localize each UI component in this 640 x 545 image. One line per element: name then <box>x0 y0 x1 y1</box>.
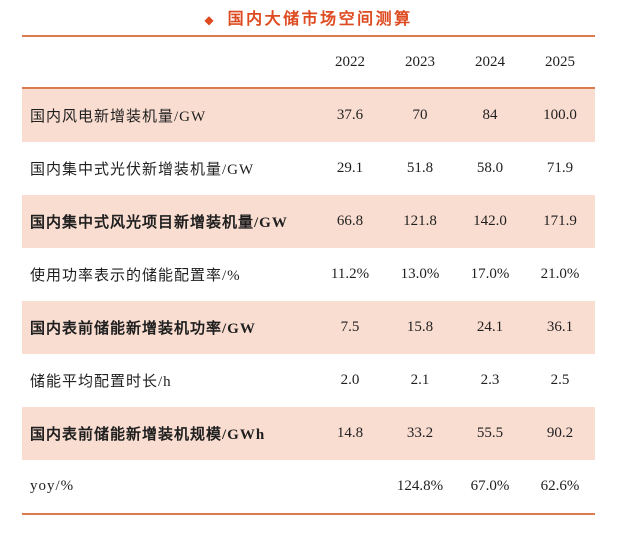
table-row: 国内集中式光伏新增装机量/GW 29.1 51.8 58.0 71.9 <box>22 142 595 195</box>
header-year-2024: 2024 <box>455 36 525 89</box>
row-label: 国内集中式风光项目新增装机量/GW <box>22 195 315 248</box>
row-label: 国内风电新增装机量/GW <box>22 88 315 142</box>
cell-value: 2.3 <box>480 372 500 388</box>
table-row: 使用功率表示的储能配置率/% 11.2% 13.0% 17.0% 21.0% <box>22 248 595 301</box>
table-row: 国内集中式风光项目新增装机量/GW 66.8 121.8 142.0 171.9 <box>22 195 595 248</box>
table-row: 储能平均配置时长/h 2.0 2.1 2.3 2.5 <box>22 354 595 407</box>
cell-value: 14.8 <box>315 407 385 460</box>
table-row: 国内表前储能新增装机规模/GWh 14.8 33.2 55.5 90.2 <box>22 407 595 460</box>
diamond-bullet-icon: ◆ <box>204 12 214 27</box>
cell-value: 11.2% <box>330 266 370 282</box>
cell-value: 124.8% <box>396 478 444 494</box>
cell-value: 21.0% <box>540 266 580 282</box>
report-table-section: ◆ 国内大储市场空间测算 2022 2023 2024 2025 国内风电新增装… <box>22 0 595 515</box>
cell-value: 29.1 <box>336 160 364 176</box>
row-label: 国内表前储能新增装机功率/GW <box>22 301 315 354</box>
header-year-2022: 2022 <box>315 36 385 89</box>
cell-value: 100.0 <box>525 88 595 142</box>
cell-value: 33.2 <box>385 407 455 460</box>
cell-value: 2.5 <box>550 372 570 388</box>
table-row: 国内风电新增装机量/GW 37.6 70 84 100.0 <box>22 88 595 142</box>
row-label: 国内集中式光伏新增装机量/GW <box>30 162 255 178</box>
cell-value: 7.5 <box>315 301 385 354</box>
header-empty-cell <box>22 36 315 89</box>
header-year-2025: 2025 <box>525 36 595 89</box>
row-label: 使用功率表示的储能配置率/% <box>30 268 241 284</box>
cell-value: 15.8 <box>385 301 455 354</box>
row-label: yoy/% <box>30 478 75 494</box>
header-year-2023: 2023 <box>385 36 455 89</box>
section-title-text: 国内大储市场空间测算 <box>227 10 413 28</box>
cell-value: 2.0 <box>340 372 360 388</box>
market-sizing-table: 2022 2023 2024 2025 国内风电新增装机量/GW 37.6 70… <box>22 35 595 515</box>
cell-value: 70 <box>385 88 455 142</box>
cell-value: 142.0 <box>455 195 525 248</box>
row-label: 储能平均配置时长/h <box>30 374 172 390</box>
cell-value: 84 <box>455 88 525 142</box>
cell-value <box>315 460 385 514</box>
cell-value: 58.0 <box>476 160 504 176</box>
cell-value: 17.0% <box>470 266 510 282</box>
cell-value: 55.5 <box>455 407 525 460</box>
cell-value: 62.6% <box>540 478 580 494</box>
cell-value: 90.2 <box>525 407 595 460</box>
cell-value: 51.8 <box>406 160 434 176</box>
section-title: ◆ 国内大储市场空间测算 <box>22 0 595 35</box>
table-row: yoy/% 124.8% 67.0% 62.6% <box>22 460 595 514</box>
cell-value: 37.6 <box>315 88 385 142</box>
cell-value: 121.8 <box>385 195 455 248</box>
cell-value: 71.9 <box>546 160 574 176</box>
cell-value: 13.0% <box>400 266 440 282</box>
cell-value: 2.1 <box>410 372 430 388</box>
cell-value: 66.8 <box>315 195 385 248</box>
row-label: 国内表前储能新增装机规模/GWh <box>22 407 315 460</box>
table-row: 国内表前储能新增装机功率/GW 7.5 15.8 24.1 36.1 <box>22 301 595 354</box>
cell-value: 67.0% <box>470 478 510 494</box>
header-row: 2022 2023 2024 2025 <box>22 36 595 89</box>
cell-value: 36.1 <box>525 301 595 354</box>
cell-value: 24.1 <box>455 301 525 354</box>
cell-value: 171.9 <box>525 195 595 248</box>
